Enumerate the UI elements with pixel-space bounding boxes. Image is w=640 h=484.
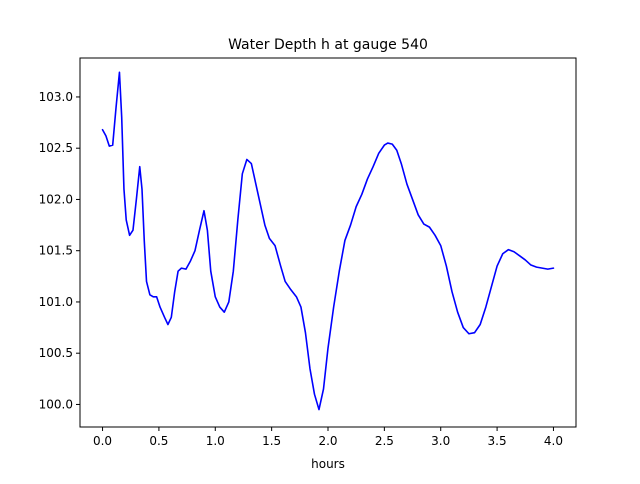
- y-axis-ticks: 100.0 100.5 101.0 101.5 102.0 102.5 103.0: [39, 90, 80, 411]
- y-tick-label: 102.5: [39, 141, 73, 155]
- plot-area: [80, 58, 576, 427]
- series-layer: [101, 71, 555, 411]
- y-tick-label: 102.0: [39, 192, 73, 206]
- y-tick-label: 103.0: [39, 90, 73, 104]
- x-axis-label: hours: [311, 457, 345, 471]
- x-tick-label: 1.5: [262, 434, 281, 448]
- x-tick-label: 0.0: [93, 434, 112, 448]
- x-tick-label: 1.0: [206, 434, 225, 448]
- x-tick-label: 0.5: [149, 434, 168, 448]
- chart-title: Water Depth h at gauge 540: [228, 37, 428, 53]
- y-tick-label: 100.5: [39, 346, 73, 360]
- x-tick-label: 2.5: [375, 434, 394, 448]
- y-tick-label: 100.0: [39, 397, 73, 411]
- y-tick-label: 101.5: [39, 244, 73, 258]
- y-tick-label: 101.0: [39, 295, 73, 309]
- x-tick-label: 2.0: [318, 434, 337, 448]
- x-tick-label: 4.0: [544, 434, 563, 448]
- series-line-0: [101, 71, 555, 411]
- x-axis-ticks: 0.0 0.5 1.0 1.5 2.0 2.5 3.0 3.5 4.0: [93, 427, 563, 448]
- x-tick-label: 3.5: [488, 434, 507, 448]
- x-tick-label: 3.0: [431, 434, 450, 448]
